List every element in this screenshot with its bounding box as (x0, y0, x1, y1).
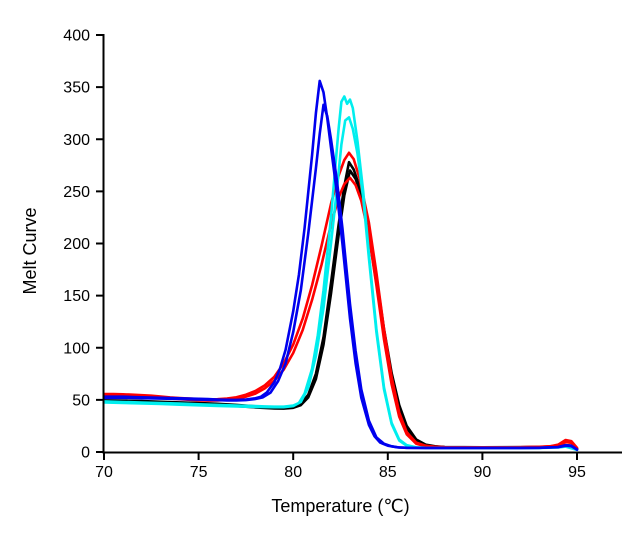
x-axis-label: Temperature (℃) (271, 496, 410, 516)
series-blue-1 (102, 79, 579, 451)
y-tick-label: 350 (63, 80, 90, 97)
y-tick-label: 100 (63, 340, 90, 357)
y-tick-label: 150 (63, 288, 90, 305)
y-tick-label: 250 (63, 184, 90, 201)
y-tick-label: 50 (72, 392, 90, 409)
y-tick-label: 200 (63, 236, 90, 253)
y-axis-label: Melt Curve (20, 207, 40, 295)
y-tick-label: 400 (63, 28, 90, 45)
x-tick-label: 75 (190, 464, 208, 481)
x-tick-label: 95 (568, 464, 586, 481)
x-tick-label: 85 (379, 464, 397, 481)
y-tick-label: 300 (63, 132, 90, 149)
x-tick-label: 90 (474, 464, 492, 481)
y-tick-label: 0 (81, 445, 90, 462)
x-tick-label: 80 (284, 464, 302, 481)
x-tick-label: 70 (95, 464, 113, 481)
